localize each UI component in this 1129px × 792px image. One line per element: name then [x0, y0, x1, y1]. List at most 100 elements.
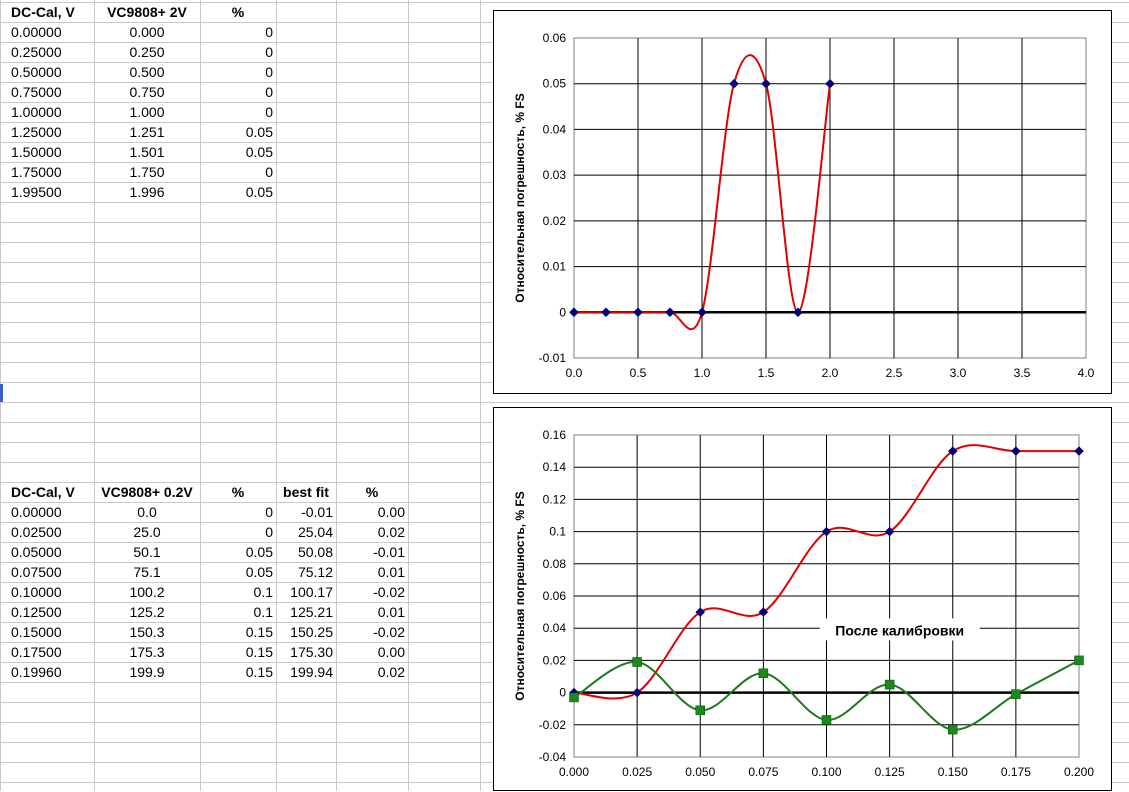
- table-cell[interactable]: -0.01: [301, 504, 333, 520]
- x-tick-label: 0.5: [630, 366, 647, 380]
- y-axis-title: Относительная погрешность, % FS: [513, 491, 527, 700]
- table-cell[interactable]: 0: [265, 64, 273, 80]
- table-cell[interactable]: 175.30: [290, 644, 333, 660]
- table-cell[interactable]: 0.02: [377, 664, 405, 680]
- table-cell[interactable]: 150.25: [290, 624, 333, 640]
- column-header[interactable]: DC-Cal, V: [11, 4, 75, 20]
- column-header[interactable]: %: [365, 484, 379, 500]
- table-cell[interactable]: 199.9: [129, 664, 165, 680]
- table-cell[interactable]: 0.00: [377, 504, 405, 520]
- table-cell[interactable]: 0: [265, 44, 273, 60]
- y-tick-label: 0.04: [543, 621, 567, 635]
- data-point-square: [1011, 689, 1021, 699]
- table-cell[interactable]: 1.996: [129, 184, 165, 200]
- table-cell[interactable]: 0.17500: [11, 644, 62, 660]
- table-cell[interactable]: -0.01: [373, 544, 405, 560]
- data-point-square: [821, 715, 832, 725]
- table-cell[interactable]: 0.12500: [11, 604, 62, 620]
- table-cell[interactable]: 0.05: [245, 124, 273, 140]
- table-cell[interactable]: 0.19960: [11, 664, 62, 680]
- table-cell[interactable]: 25.0: [133, 524, 161, 540]
- table-cell[interactable]: 1.50000: [11, 144, 62, 160]
- table-cell[interactable]: 75.1: [133, 564, 161, 580]
- table-cell[interactable]: 0.250: [129, 44, 165, 60]
- table-cell[interactable]: 0.15000: [11, 624, 62, 640]
- table-cell[interactable]: 0.50000: [11, 64, 62, 80]
- x-tick-label: 1.0: [694, 366, 711, 380]
- column-gridline: [336, 0, 337, 791]
- table-cell[interactable]: 0.000: [129, 24, 165, 40]
- column-header[interactable]: DC-Cal, V: [11, 484, 75, 500]
- table-cell[interactable]: 1.00000: [11, 104, 62, 120]
- table-cell[interactable]: 0.02500: [11, 524, 62, 540]
- annotation-background: [819, 618, 980, 641]
- table-cell[interactable]: 0.05000: [11, 544, 62, 560]
- table-cell[interactable]: 75.12: [297, 564, 333, 580]
- y-tick-label: 0.08: [543, 557, 567, 571]
- table-cell[interactable]: 175.3: [129, 644, 165, 660]
- table-cell[interactable]: 0.00000: [11, 504, 62, 520]
- table-cell[interactable]: 0.07500: [11, 564, 62, 580]
- table-cell[interactable]: 0.15: [245, 624, 273, 640]
- table-cell[interactable]: 0: [265, 24, 273, 40]
- table-cell[interactable]: 1.000: [129, 104, 165, 120]
- table-cell[interactable]: 100.2: [129, 584, 165, 600]
- table-cell[interactable]: 125.21: [290, 604, 333, 620]
- table-cell[interactable]: 0: [265, 84, 273, 100]
- table-cell[interactable]: 0.10000: [11, 584, 62, 600]
- table-cell[interactable]: 25.04: [297, 524, 333, 540]
- column-header[interactable]: VC9808+ 2V: [107, 4, 187, 20]
- table-cell[interactable]: 0: [265, 104, 273, 120]
- table-cell[interactable]: 0.15: [245, 664, 273, 680]
- table-cell[interactable]: 0.05: [245, 184, 273, 200]
- table-cell[interactable]: 50.1: [133, 544, 161, 560]
- column-header[interactable]: VC9808+ 0.2V: [101, 484, 193, 500]
- data-point-diamond: [884, 526, 895, 537]
- table-cell[interactable]: 1.251: [129, 124, 165, 140]
- table-cell[interactable]: 100.17: [290, 584, 333, 600]
- data-point-diamond: [1074, 446, 1084, 456]
- table-cell[interactable]: 125.2: [129, 604, 165, 620]
- data-point-square: [758, 668, 769, 679]
- column-gridline: [200, 0, 201, 791]
- table-cell[interactable]: 0.00000: [11, 24, 62, 40]
- column-header[interactable]: %: [231, 484, 245, 500]
- table-cell[interactable]: 1.750: [129, 164, 165, 180]
- table-cell[interactable]: 0: [265, 524, 273, 540]
- table-cell[interactable]: 0.15: [245, 644, 273, 660]
- table-cell[interactable]: -0.02: [373, 624, 405, 640]
- data-point-square: [632, 657, 642, 667]
- table-cell[interactable]: 0.25000: [11, 44, 62, 60]
- data-point-diamond: [825, 78, 835, 89]
- table-cell[interactable]: 0.00: [377, 644, 405, 660]
- table-cell[interactable]: 1.25000: [11, 124, 62, 140]
- data-point-diamond: [758, 607, 769, 617]
- table-cell[interactable]: 0.500: [129, 64, 165, 80]
- table-cell[interactable]: 0: [265, 164, 273, 180]
- table-cell[interactable]: 0.05: [245, 544, 273, 560]
- table-cell[interactable]: -0.02: [373, 584, 405, 600]
- table-cell[interactable]: 0.02: [377, 524, 405, 540]
- table-cell[interactable]: 0.1: [253, 584, 273, 600]
- data-point-diamond: [665, 307, 675, 318]
- table-cell[interactable]: 1.75000: [11, 164, 62, 180]
- table-cell[interactable]: 1.501: [129, 144, 165, 160]
- table-cell[interactable]: 0.0: [137, 504, 157, 520]
- table-cell[interactable]: 0.750: [129, 84, 165, 100]
- table-cell[interactable]: 0.05: [245, 564, 273, 580]
- table-cell[interactable]: 50.08: [297, 544, 333, 560]
- chart-2v-error[interactable]: 0.0 0.5 1.0 1.5 2.0 2.5 3.0 3.5 4.0 -0.01 0 0.01 0.0…: [493, 10, 1112, 394]
- table-cell[interactable]: 0.75000: [11, 84, 62, 100]
- table-cell[interactable]: 0.05: [245, 144, 273, 160]
- column-header[interactable]: %: [231, 4, 245, 20]
- table-cell[interactable]: 199.94: [290, 664, 333, 680]
- y-tick-label: 0.01: [543, 260, 567, 274]
- table-cell[interactable]: 150.3: [129, 624, 165, 640]
- table-cell[interactable]: 0.01: [377, 604, 405, 620]
- table-cell[interactable]: 0: [265, 504, 273, 520]
- table-cell[interactable]: 1.99500: [11, 184, 62, 200]
- table-cell[interactable]: 0.1: [253, 604, 273, 620]
- chart-0-2v-error[interactable]: 0.000 0.025 0.050 0.075 0.100 0.125 0.150 0.175…: [493, 407, 1112, 791]
- column-header[interactable]: best fit: [283, 484, 329, 500]
- table-cell[interactable]: 0.01: [377, 564, 405, 580]
